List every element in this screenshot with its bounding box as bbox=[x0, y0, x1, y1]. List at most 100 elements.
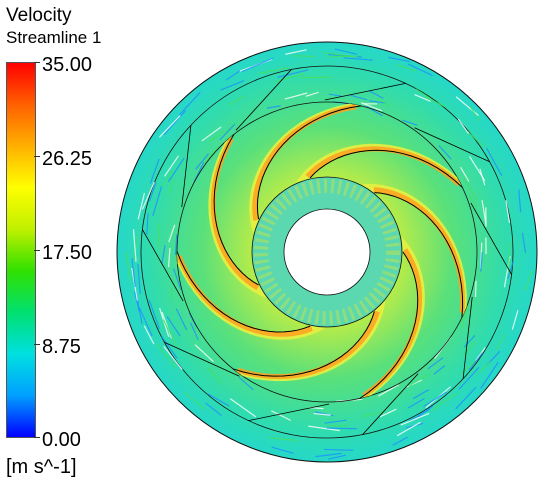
streamline-streak bbox=[480, 252, 483, 272]
colorbar-tick-label: 8.75 bbox=[42, 336, 81, 358]
streamline-streak bbox=[463, 334, 476, 348]
streamline-streak bbox=[241, 57, 274, 73]
blade-outline bbox=[309, 149, 463, 188]
streamline-streak bbox=[174, 234, 178, 255]
streamline-streak bbox=[132, 229, 137, 262]
streamline-streak bbox=[133, 234, 138, 261]
streamline-streak bbox=[219, 123, 236, 141]
streamline-streak bbox=[164, 155, 179, 177]
streamline-streak bbox=[400, 412, 430, 426]
streamline-streak bbox=[285, 49, 307, 55]
streamline-streak bbox=[328, 454, 347, 460]
streamline-streak bbox=[379, 408, 397, 418]
streamline-streak bbox=[268, 436, 297, 442]
streamline-streak bbox=[208, 367, 223, 384]
streamline-streak bbox=[137, 263, 141, 294]
blade-outline bbox=[256, 105, 361, 220]
streamline-streak bbox=[146, 213, 149, 235]
diffuser-vane bbox=[324, 82, 406, 101]
streamline-streak bbox=[328, 93, 342, 97]
colorbar-tick-label: 26.25 bbox=[42, 148, 93, 170]
streamline-streak bbox=[305, 91, 319, 97]
streamline-streak bbox=[458, 366, 480, 390]
streamline-streak bbox=[326, 427, 357, 430]
streamline-streak bbox=[507, 260, 515, 279]
streamline-streak bbox=[349, 94, 368, 101]
streamline-streak bbox=[267, 105, 281, 109]
colorbar-tickmark bbox=[34, 62, 40, 63]
streamline-streak bbox=[125, 252, 132, 280]
colorbar-tick-label: 17.50 bbox=[42, 242, 93, 264]
diffuser-vane bbox=[248, 403, 330, 422]
streamline-streak bbox=[167, 248, 171, 268]
streamline-streak bbox=[238, 376, 254, 391]
streamline-streak bbox=[204, 148, 217, 163]
blade-outline bbox=[213, 134, 259, 286]
streamline-streak bbox=[323, 448, 354, 451]
streamline-streak bbox=[148, 182, 157, 202]
streamline-streak bbox=[163, 110, 187, 136]
streamline-streak bbox=[139, 307, 153, 337]
streamline-streak bbox=[412, 389, 430, 400]
streamline-streak bbox=[163, 345, 183, 370]
blade-outline bbox=[232, 311, 375, 377]
streamline-streak bbox=[271, 410, 291, 421]
blade-outline bbox=[374, 192, 464, 318]
streamline-streak bbox=[168, 178, 175, 194]
colorbar-tickmark bbox=[34, 156, 40, 157]
streamline-streak bbox=[178, 91, 201, 116]
streamline-streak bbox=[193, 161, 205, 182]
streamline-streak bbox=[388, 56, 410, 63]
streamline-streak bbox=[505, 200, 511, 224]
diffuser-vane bbox=[462, 296, 473, 379]
diffuser-vane bbox=[164, 341, 240, 377]
streamline-streak bbox=[466, 130, 484, 148]
blade-velocity-band bbox=[208, 134, 267, 298]
streamline-streak bbox=[205, 402, 222, 417]
streamline-streak bbox=[376, 97, 391, 107]
streamline-streak bbox=[322, 52, 355, 58]
streamline-streak bbox=[190, 322, 199, 340]
streamline-streak bbox=[402, 119, 418, 126]
hub-texture bbox=[254, 179, 400, 325]
streamline-streak bbox=[425, 96, 447, 108]
diffuser-vane bbox=[181, 125, 192, 208]
streamline-streak bbox=[369, 100, 387, 104]
streamline-streak bbox=[511, 310, 519, 330]
streamline-streak bbox=[415, 88, 430, 99]
streamline-streak bbox=[201, 126, 222, 142]
streamline-streak bbox=[361, 411, 384, 418]
streamline-texture bbox=[125, 48, 533, 460]
diffuser-vane bbox=[470, 202, 512, 275]
blade-outline bbox=[359, 251, 419, 399]
diffuser-vane bbox=[362, 373, 419, 435]
colorbar bbox=[6, 62, 36, 438]
streamline-streak bbox=[334, 48, 358, 55]
streamline-streak bbox=[257, 66, 290, 75]
streamline-streak bbox=[291, 55, 316, 58]
streamline-streak bbox=[194, 344, 214, 363]
impeller-blades bbox=[142, 69, 512, 435]
streamline-streak bbox=[460, 308, 469, 327]
streamline-streak bbox=[159, 115, 181, 138]
streamline-streak bbox=[463, 177, 478, 201]
streamline-streak bbox=[141, 181, 155, 210]
blade-outline bbox=[176, 251, 311, 333]
streamline-streak bbox=[478, 361, 492, 374]
colorbar-tick-label: 0.00 bbox=[42, 429, 81, 451]
streamline-streak bbox=[156, 343, 176, 368]
streamline-streak bbox=[195, 153, 210, 170]
streamline-streak bbox=[229, 398, 257, 418]
streamline-streak bbox=[284, 92, 308, 100]
colorbar-tick-label: 35.00 bbox=[42, 54, 93, 76]
streamline-streak bbox=[313, 412, 331, 416]
streamline-streak bbox=[206, 392, 230, 407]
streamline-streak bbox=[324, 419, 347, 424]
streamline-streak bbox=[433, 365, 446, 375]
streamline-streak bbox=[396, 421, 421, 437]
streamline-streak bbox=[486, 148, 503, 177]
streamline-streak bbox=[521, 232, 527, 253]
legend-subtitle: Streamline 1 bbox=[6, 28, 102, 47]
streamline-streak bbox=[168, 224, 176, 243]
